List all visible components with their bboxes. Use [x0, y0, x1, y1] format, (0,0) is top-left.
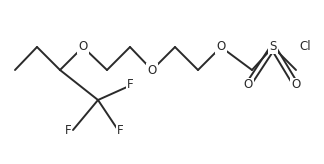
Text: F: F: [127, 78, 133, 91]
Text: O: O: [78, 41, 87, 53]
Text: S: S: [269, 41, 277, 53]
Text: O: O: [147, 63, 156, 76]
Text: O: O: [243, 79, 253, 92]
Text: O: O: [216, 41, 226, 53]
Text: F: F: [117, 123, 123, 136]
Text: Cl: Cl: [299, 41, 311, 53]
Text: O: O: [291, 79, 301, 92]
Text: F: F: [65, 123, 71, 136]
